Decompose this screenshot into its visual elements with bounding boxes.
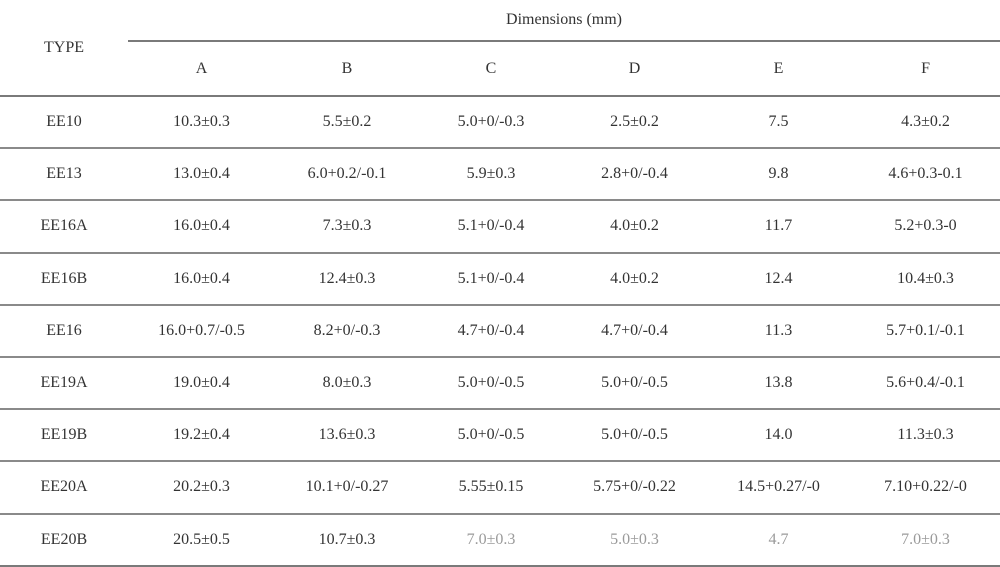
value-cell-f: 11.3±0.3	[851, 409, 1000, 463]
value-cell-a: 13.0±0.4	[128, 148, 275, 202]
value-cell-f: 4.3±0.2	[851, 96, 1000, 150]
value-cell-e: 11.3	[706, 304, 851, 358]
value-cell-a: 19.0±0.4	[128, 356, 275, 411]
value-cell-e: 7.5	[706, 96, 851, 150]
value-cell-e: 13.8	[706, 356, 851, 411]
column-header-d: D	[563, 41, 706, 97]
value-cell-c: 5.55±0.15	[419, 461, 563, 515]
type-cell: EE16	[0, 304, 128, 358]
value-cell-d: 5.75+0/-0.22	[563, 461, 706, 515]
value-cell-a: 16.0±0.4	[128, 200, 275, 254]
value-cell-b: 12.4±0.3	[275, 252, 419, 306]
table-row: EE16A 16.0±0.4 7.3±0.3 5.1+0/-0.4 4.0±0.…	[0, 200, 1000, 254]
value-cell-d: 5.0±0.3	[563, 513, 706, 567]
value-cell-d: 2.8+0/-0.4	[563, 148, 706, 202]
value-cell-c: 5.9±0.3	[419, 148, 563, 202]
value-cell-f: 5.2+0.3-0	[851, 200, 1000, 254]
value-cell-a: 16.0±0.4	[128, 252, 275, 306]
table-row: EE16 16.0+0.7/-0.5 8.2+0/-0.3 4.7+0/-0.4…	[0, 304, 1000, 358]
value-cell-e: 9.8	[706, 148, 851, 202]
value-cell-d: 4.7+0/-0.4	[563, 304, 706, 358]
type-cell: EE10	[0, 96, 128, 150]
value-cell-b: 13.6±0.3	[275, 409, 419, 463]
type-cell: EE20A	[0, 461, 128, 515]
table-row: EE20B 20.5±0.5 10.7±0.3 7.0±0.3 5.0±0.3 …	[0, 513, 1000, 567]
value-cell-c: 5.1+0/-0.4	[419, 252, 563, 306]
type-cell: EE19B	[0, 409, 128, 463]
value-cell-b: 8.2+0/-0.3	[275, 304, 419, 358]
value-cell-b: 8.0±0.3	[275, 356, 419, 411]
column-header-b: B	[275, 41, 419, 97]
table-row: EE16B 16.0±0.4 12.4±0.3 5.1+0/-0.4 4.0±0…	[0, 252, 1000, 306]
table-row: EE19B 19.2±0.4 13.6±0.3 5.0+0/-0.5 5.0+0…	[0, 409, 1000, 463]
column-header-e: E	[706, 41, 851, 97]
type-cell: EE16B	[0, 252, 128, 306]
value-cell-c: 5.0+0/-0.5	[419, 409, 563, 463]
column-header-c: C	[419, 41, 563, 97]
value-cell-e: 4.7	[706, 513, 851, 567]
value-cell-a: 19.2±0.4	[128, 409, 275, 463]
value-cell-c: 5.1+0/-0.4	[419, 200, 563, 254]
type-header: TYPE	[0, 0, 128, 97]
value-cell-b: 7.3±0.3	[275, 200, 419, 254]
value-cell-c: 5.0+0/-0.3	[419, 96, 563, 150]
value-cell-f: 7.10+0.22/-0	[851, 461, 1000, 515]
value-cell-f: 10.4±0.3	[851, 252, 1000, 306]
value-cell-f: 4.6+0.3-0.1	[851, 148, 1000, 202]
dimensions-group-header: Dimensions (mm)	[128, 0, 1000, 42]
value-cell-b: 10.7±0.3	[275, 513, 419, 567]
value-cell-e: 14.0	[706, 409, 851, 463]
value-cell-a: 20.5±0.5	[128, 513, 275, 567]
value-cell-f: 7.0±0.3	[851, 513, 1000, 567]
value-cell-d: 4.0±0.2	[563, 200, 706, 254]
column-header-a: A	[128, 41, 275, 97]
value-cell-d: 4.0±0.2	[563, 252, 706, 306]
type-cell: EE16A	[0, 200, 128, 254]
type-cell: EE13	[0, 148, 128, 202]
value-cell-f: 5.7+0.1/-0.1	[851, 304, 1000, 358]
table-row: EE19A 19.0±0.4 8.0±0.3 5.0+0/-0.5 5.0+0/…	[0, 356, 1000, 411]
column-header-f: F	[851, 41, 1000, 97]
value-cell-b: 5.5±0.2	[275, 96, 419, 150]
value-cell-b: 10.1+0/-0.27	[275, 461, 419, 515]
value-cell-c: 5.0+0/-0.5	[419, 356, 563, 411]
value-cell-e: 11.7	[706, 200, 851, 254]
table-row: EE20A 20.2±0.3 10.1+0/-0.27 5.55±0.15 5.…	[0, 461, 1000, 515]
value-cell-a: 20.2±0.3	[128, 461, 275, 515]
type-cell: EE19A	[0, 356, 128, 411]
value-cell-c: 7.0±0.3	[419, 513, 563, 567]
value-cell-f: 5.6+0.4/-0.1	[851, 356, 1000, 411]
value-cell-d: 5.0+0/-0.5	[563, 356, 706, 411]
value-cell-e: 12.4	[706, 252, 851, 306]
type-cell: EE20B	[0, 513, 128, 567]
value-cell-d: 5.0+0/-0.5	[563, 409, 706, 463]
value-cell-a: 10.3±0.3	[128, 96, 275, 150]
value-cell-b: 6.0+0.2/-0.1	[275, 148, 419, 202]
value-cell-a: 16.0+0.7/-0.5	[128, 304, 275, 358]
value-cell-d: 2.5±0.2	[563, 96, 706, 150]
value-cell-e: 14.5+0.27/-0	[706, 461, 851, 515]
table-row: EE13 13.0±0.4 6.0+0.2/-0.1 5.9±0.3 2.8+0…	[0, 148, 1000, 202]
value-cell-c: 4.7+0/-0.4	[419, 304, 563, 358]
table-row: EE10 10.3±0.3 5.5±0.2 5.0+0/-0.3 2.5±0.2…	[0, 96, 1000, 150]
